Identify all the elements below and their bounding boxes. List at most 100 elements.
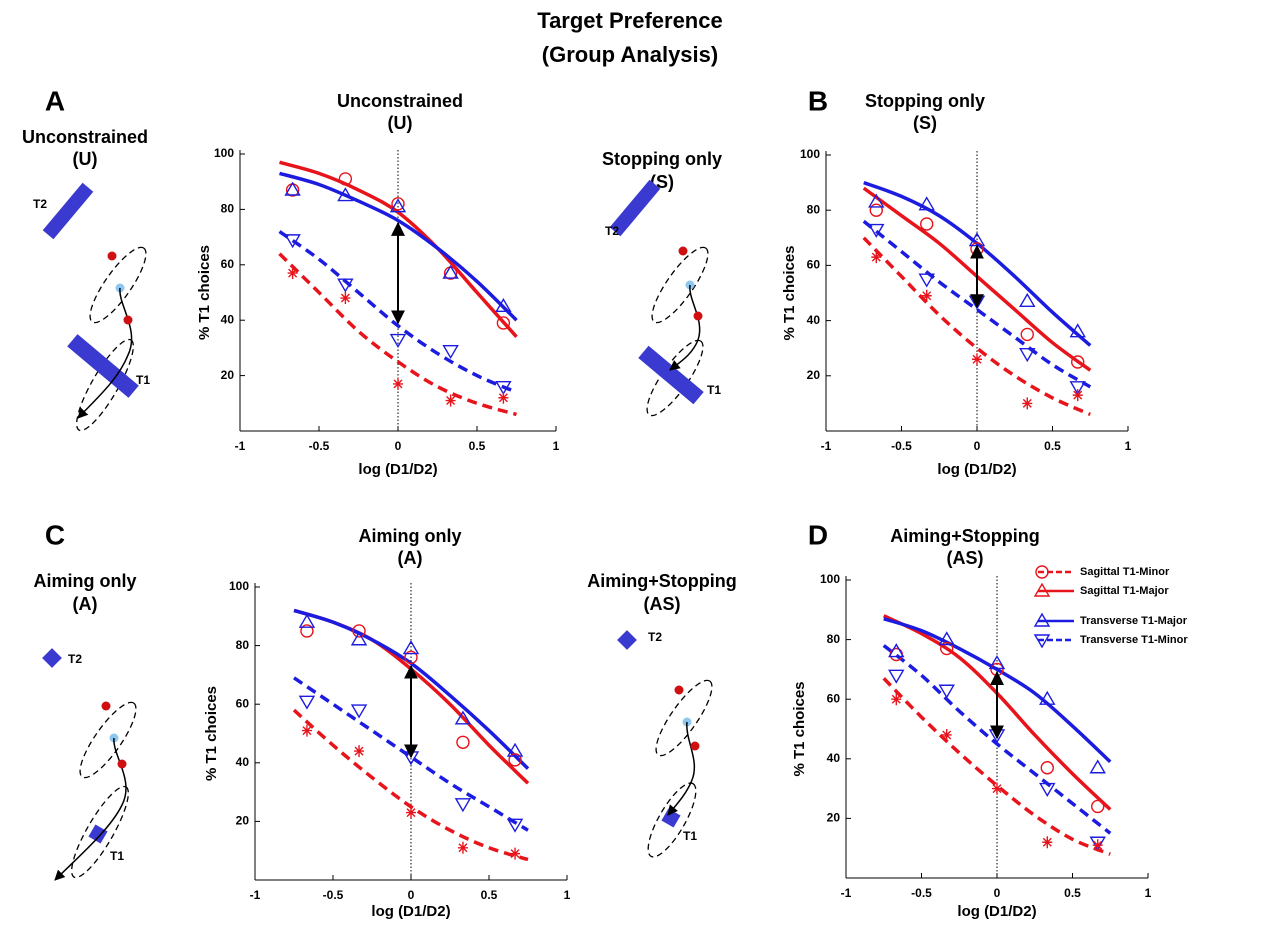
fit-curve — [278, 252, 517, 417]
x-tick-label: -0.5 — [309, 439, 330, 453]
marker — [921, 289, 932, 302]
y-tick-label: 20 — [807, 368, 821, 382]
panel-letter: C — [45, 519, 65, 550]
marker — [301, 724, 312, 737]
y-tick-label: 20 — [236, 814, 250, 828]
legend-marker — [1033, 612, 1051, 627]
diagram: T2 T1 — [33, 182, 150, 432]
diagram: T2 T1 — [617, 630, 713, 858]
marker — [1019, 292, 1036, 307]
panel-letter: D — [808, 519, 828, 550]
fit-curve — [883, 617, 1112, 764]
fit-curve — [278, 230, 518, 394]
y-tick-label: 80 — [827, 632, 841, 646]
marker — [510, 847, 521, 860]
marker — [868, 223, 885, 238]
y-tick-label: 60 — [807, 258, 821, 272]
chart-subtitle: (A) — [398, 548, 423, 568]
fit-curve — [882, 644, 1112, 835]
legend-label: Sagittal T1-Major — [1080, 585, 1169, 597]
marker — [404, 650, 418, 665]
marker — [1071, 355, 1085, 369]
marker — [938, 631, 955, 646]
y-tick-label: 20 — [827, 811, 841, 825]
x-tick-label: -1 — [821, 439, 832, 453]
marker — [888, 669, 905, 684]
chart: Aiming only(A) -1 -0.5 0 0.5 1 20 40 60 80 100 log … — [203, 526, 571, 920]
marker — [889, 647, 903, 662]
target-label: T2 — [605, 224, 619, 238]
marker — [1092, 839, 1103, 852]
x-tick-label: -0.5 — [891, 439, 912, 453]
marker — [1039, 690, 1056, 705]
y-tick-label: 60 — [236, 696, 250, 710]
marker — [391, 197, 405, 211]
target-label: T1 — [683, 829, 697, 843]
target-label: T1 — [136, 373, 150, 387]
marker — [496, 316, 511, 330]
fit-curve — [293, 676, 529, 832]
marker — [940, 641, 954, 656]
marker — [284, 234, 301, 249]
marker — [868, 193, 885, 208]
marker — [1089, 759, 1106, 774]
marker — [337, 278, 354, 293]
marker — [389, 198, 407, 213]
marker — [1019, 348, 1036, 363]
x-tick-label: -1 — [250, 888, 261, 902]
chart-subtitle: (U) — [388, 113, 413, 133]
chart: Unconstrained(U) -1 -0.5 0 0.5 1 20 40 60 80 100 lo… — [196, 91, 560, 478]
y-tick-label: 100 — [800, 147, 820, 161]
chart-title: Stopping only — [865, 91, 985, 111]
x-tick-label: -1 — [841, 886, 852, 900]
marker — [300, 624, 314, 638]
fit-curve — [882, 677, 1111, 856]
x-tick-label: 1 — [1125, 439, 1132, 453]
marker — [1040, 761, 1054, 775]
marker — [1069, 323, 1086, 338]
x-tick-label: -0.5 — [911, 886, 932, 900]
x-axis-label: log (D1/D2) — [937, 461, 1016, 478]
marker — [1091, 799, 1105, 814]
x-tick-label: 1 — [564, 888, 571, 902]
panel-letter: B — [808, 85, 828, 116]
y-tick-label: 80 — [236, 638, 250, 652]
x-tick-label: 1 — [1145, 886, 1152, 900]
marker — [389, 333, 407, 348]
marker — [891, 693, 902, 706]
y-axis-label: % T1 choices — [781, 245, 798, 340]
x-tick-label: 0 — [974, 439, 981, 453]
marker — [1022, 397, 1033, 410]
y-tick-label: 80 — [221, 202, 235, 216]
marker — [406, 806, 416, 819]
x-tick-label: -1 — [235, 439, 246, 453]
y-tick-label: 40 — [221, 312, 235, 326]
x-tick-label: 1 — [553, 439, 560, 453]
y-tick-label: 80 — [807, 202, 821, 216]
marker — [941, 728, 952, 741]
marker — [284, 181, 301, 196]
target-label: T2 — [68, 652, 82, 666]
diagram-title: Aiming+Stopping — [587, 571, 736, 591]
chart-title: Unconstrained — [337, 91, 463, 111]
target-label: T2 — [648, 630, 662, 644]
marker — [298, 613, 316, 628]
chart-title: Aiming+Stopping — [890, 526, 1039, 546]
marker — [350, 631, 368, 646]
marker — [495, 380, 512, 396]
y-tick-label: 100 — [214, 146, 234, 160]
x-tick-label: 0 — [395, 439, 402, 453]
marker — [338, 172, 353, 186]
legend-marker — [1035, 565, 1049, 579]
marker — [454, 798, 472, 813]
y-tick-label: 40 — [236, 755, 250, 769]
marker — [1089, 836, 1106, 851]
marker — [506, 742, 524, 757]
marker — [495, 297, 512, 313]
y-axis-label: % T1 choices — [196, 245, 213, 340]
marker — [871, 251, 882, 264]
marker — [869, 203, 883, 217]
marker — [1069, 381, 1086, 396]
y-axis-label: % T1 choices — [791, 681, 808, 776]
x-tick-label: 0.5 — [481, 888, 498, 902]
